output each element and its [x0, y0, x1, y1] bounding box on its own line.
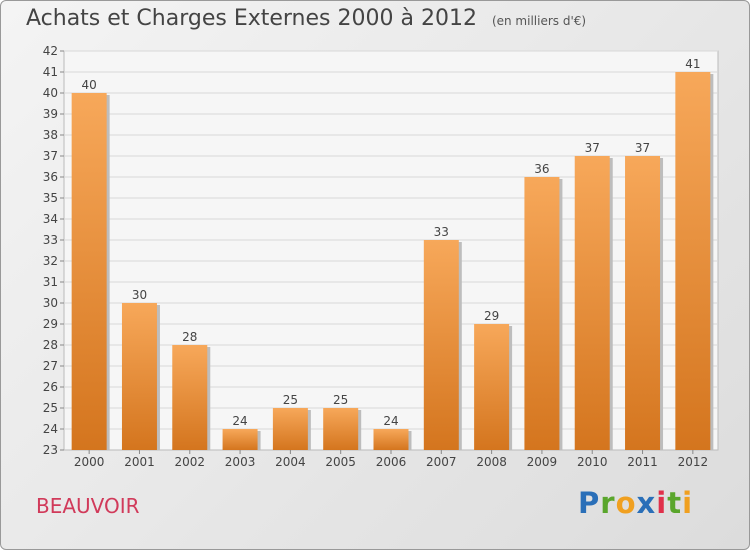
x-tick-label: 2003	[225, 455, 256, 469]
y-tick-label: 36	[43, 170, 58, 184]
bar-value-label: 24	[232, 414, 247, 428]
bar	[272, 408, 308, 450]
bar	[474, 324, 510, 450]
bar-value-label: 33	[434, 225, 449, 239]
bar-value-label: 41	[685, 57, 700, 71]
y-tick-label: 28	[43, 338, 58, 352]
logo-letter: o	[615, 486, 637, 520]
x-tick-label: 2006	[376, 455, 407, 469]
plot-area	[63, 50, 719, 451]
x-tick-label: 2004	[275, 455, 306, 469]
bar	[423, 240, 459, 450]
x-tick-label: 2009	[527, 455, 558, 469]
y-tick-label: 26	[43, 380, 58, 394]
y-tick-label: 39	[43, 107, 58, 121]
chart-title: Achats et Charges Externes 2000 à 2012 (…	[26, 6, 586, 31]
y-tick-label: 33	[43, 233, 58, 247]
chart-unit-label: (en milliers d'€)	[491, 14, 587, 28]
bar	[71, 93, 107, 450]
chart-title-text: Achats et Charges Externes 2000 à 2012	[26, 6, 477, 31]
y-tick-label: 29	[43, 317, 58, 331]
bar	[675, 72, 711, 450]
y-tick-label: 30	[43, 296, 58, 310]
bar-value-label: 37	[585, 141, 600, 155]
y-tick-label: 23	[43, 443, 58, 457]
bar	[574, 156, 610, 450]
bar	[222, 429, 258, 450]
y-tick-label: 40	[43, 86, 58, 100]
bar-value-label: 25	[333, 393, 348, 407]
bar-value-label: 40	[82, 78, 97, 92]
y-tick-label: 42	[43, 44, 58, 58]
logo-letter: i	[682, 486, 694, 520]
x-tick-label: 2007	[426, 455, 457, 469]
y-tick-label: 35	[43, 191, 58, 205]
x-tick-label: 2011	[627, 455, 658, 469]
y-tick-label: 41	[43, 65, 58, 79]
y-tick-label: 31	[43, 275, 58, 289]
proxiti-logo: Proxiti	[578, 486, 693, 520]
bar	[625, 156, 661, 450]
bar-value-label: 30	[132, 288, 147, 302]
y-tick-label: 32	[43, 254, 58, 268]
town-name: BEAUVOIR	[36, 494, 140, 518]
bar	[172, 345, 208, 450]
bar	[373, 429, 409, 450]
logo-letter: r	[600, 486, 616, 520]
bar-value-label: 37	[635, 141, 650, 155]
bar-value-label: 29	[484, 309, 499, 323]
logo-letter: P	[578, 486, 601, 520]
y-tick-label: 25	[43, 401, 58, 415]
logo-letter: t	[667, 486, 683, 520]
x-tick-label: 2002	[174, 455, 205, 469]
bar-value-label: 24	[383, 414, 398, 428]
bar-value-label: 36	[534, 162, 549, 176]
bar	[524, 177, 560, 450]
x-tick-label: 2000	[74, 455, 105, 469]
x-tick-label: 2001	[124, 455, 155, 469]
bar-value-label: 28	[182, 330, 197, 344]
x-tick-label: 2010	[577, 455, 608, 469]
x-tick-label: 2005	[325, 455, 356, 469]
y-tick-label: 38	[43, 128, 58, 142]
bar	[121, 303, 157, 450]
y-tick-label: 34	[43, 212, 58, 226]
x-tick-label: 2008	[476, 455, 507, 469]
y-tick-label: 24	[43, 422, 58, 436]
logo-letter: i	[656, 486, 668, 520]
logo-letter: x	[636, 486, 657, 520]
y-tick-label: 37	[43, 149, 58, 163]
bar	[323, 408, 359, 450]
x-tick-label: 2012	[678, 455, 709, 469]
y-tick-label: 27	[43, 359, 58, 373]
bar-value-label: 25	[283, 393, 298, 407]
